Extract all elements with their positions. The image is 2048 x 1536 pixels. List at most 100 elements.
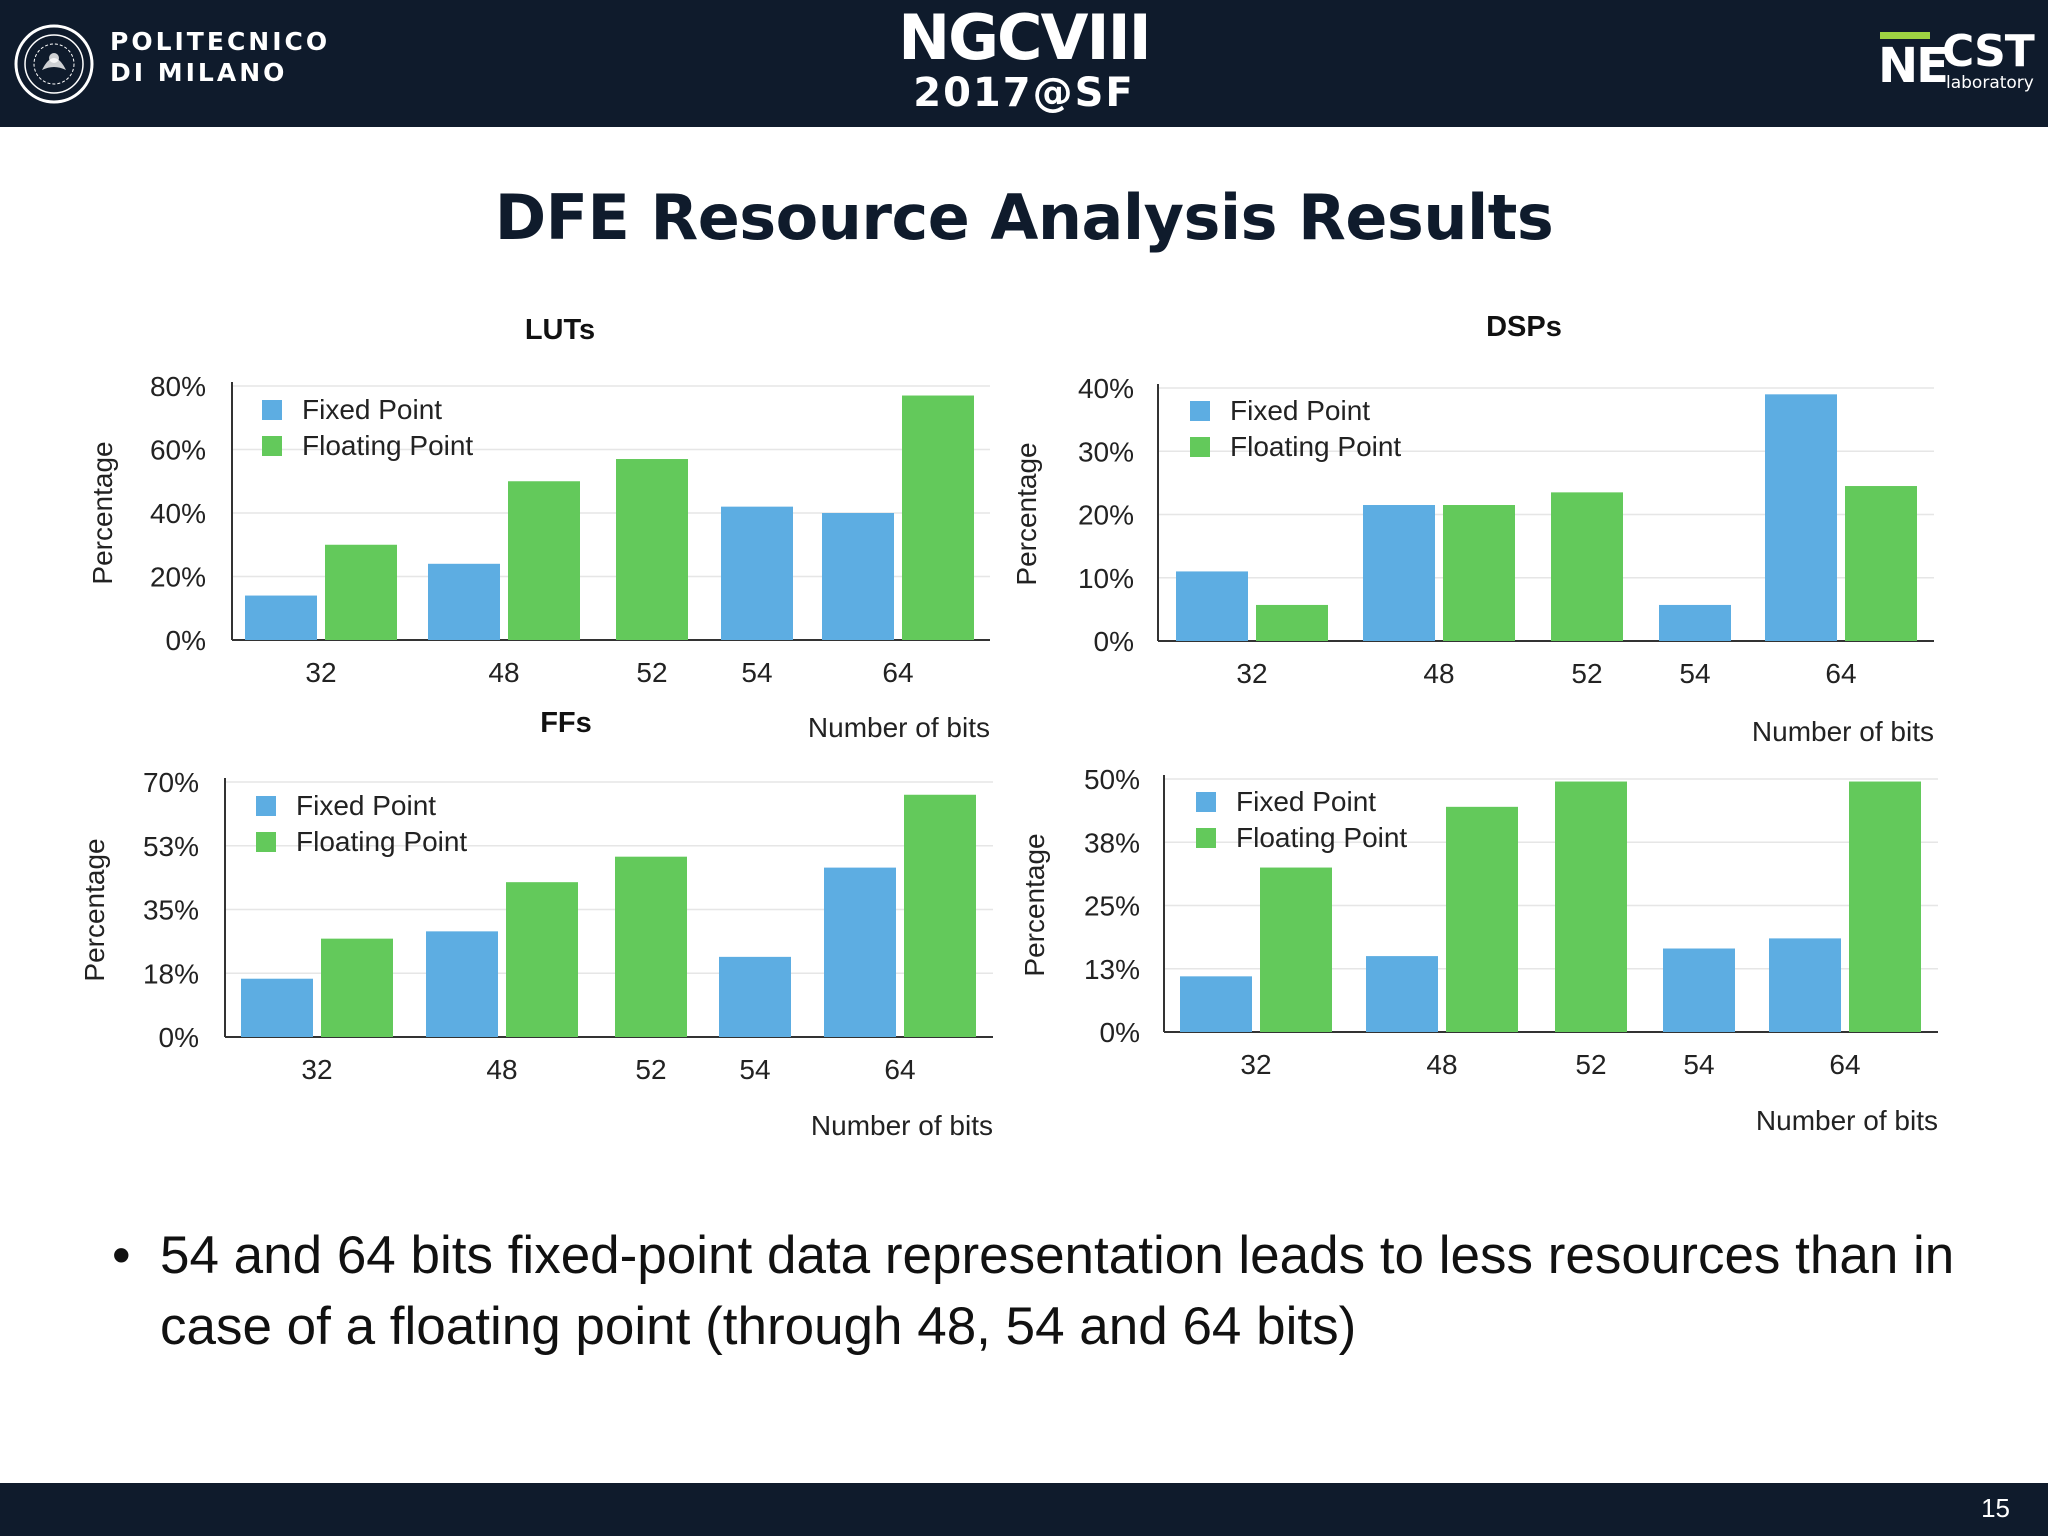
university-line-2: DI MILANO: [110, 58, 288, 87]
legend-swatch-fixed: [1190, 401, 1210, 421]
y-tick-label: 0%: [159, 1022, 199, 1053]
bar-floating-64: [902, 395, 974, 640]
conference-logo: NGCVIII 2017@SF: [874, 1, 1174, 116]
x-tick-label: 64: [1829, 1049, 1860, 1080]
x-tick-label: 32: [1236, 658, 1267, 689]
x-tick-label: 64: [884, 1054, 915, 1085]
bar-floating-64: [904, 794, 976, 1037]
bar-fixed-32: [245, 595, 317, 640]
bar-fixed-32: [1176, 571, 1248, 641]
y-tick-label: 53%: [143, 831, 199, 862]
slide-title: DFE Resource Analysis Results: [494, 181, 1554, 254]
y-tick-label: 38%: [1084, 827, 1140, 858]
legend-label-floating: Floating Point: [296, 826, 467, 857]
y-tick-label: 30%: [1078, 436, 1134, 467]
bar-fixed-48: [1363, 505, 1435, 641]
y-tick-label: 0%: [1094, 626, 1134, 657]
x-tick-label: 54: [741, 657, 772, 688]
legend-swatch-fixed: [262, 400, 282, 420]
y-tick-label: 20%: [1078, 500, 1134, 531]
chart-title-luts: LUTs: [524, 314, 596, 346]
legend-swatch-floating: [262, 436, 282, 456]
page-number: 15: [1981, 1493, 2010, 1523]
y-tick-label: 18%: [143, 958, 199, 989]
bullet-text: 54 and 64 bits fixed-point data represen…: [160, 1226, 1955, 1356]
x-tick-label: 54: [1679, 658, 1710, 689]
bar-floating-52: [616, 459, 688, 640]
bar-floating-32: [321, 938, 393, 1037]
x-axis-label: Number of bits: [1756, 1105, 1938, 1136]
bar-fixed-54: [721, 506, 793, 640]
legend-swatch-fixed: [256, 796, 276, 816]
bar-fixed-32: [241, 978, 313, 1037]
chart-title-ffs: FFs: [540, 707, 592, 739]
bar-fixed-48: [428, 563, 500, 640]
conference-year: 2017@SF: [913, 70, 1135, 116]
x-tick-label: 52: [1571, 658, 1602, 689]
bar-fixed-64: [1765, 394, 1837, 641]
conference-name: NGCVIII: [898, 1, 1151, 74]
bar-floating-32: [1256, 604, 1328, 641]
legend-label-fixed: Fixed Point: [1236, 786, 1376, 817]
y-tick-label: 40%: [1078, 373, 1134, 404]
legend-swatch-floating: [1196, 828, 1216, 848]
lab-logo: NE CST laboratory: [1876, 26, 2036, 100]
legend-label-floating: Floating Point: [1236, 822, 1407, 853]
header-bar: POLITECNICO DI MILANO NGCVIII 2017@SF NE…: [0, 0, 2048, 127]
y-axis-label: Percentage: [87, 441, 118, 584]
bar-floating-64: [1845, 486, 1917, 641]
bar-floating-48: [1443, 505, 1515, 641]
y-tick-label: 70%: [143, 767, 199, 798]
bar-floating-48: [508, 481, 580, 640]
bar-fixed-48: [1366, 956, 1438, 1032]
bar-fixed-54: [1659, 604, 1731, 641]
legend-swatch-floating: [256, 832, 276, 852]
bar-floating-32: [325, 544, 397, 640]
bar-fixed-48: [426, 931, 498, 1037]
university-line-1: POLITECNICO: [110, 27, 331, 56]
y-tick-label: 10%: [1078, 563, 1134, 594]
legend-label-fixed: Fixed Point: [302, 394, 442, 425]
y-tick-label: 25%: [1084, 891, 1140, 922]
bar-floating-32: [1260, 867, 1332, 1032]
bar-floating-64: [1849, 781, 1921, 1032]
x-tick-label: 52: [636, 657, 667, 688]
x-tick-label: 64: [882, 657, 913, 688]
bar-floating-48: [1446, 806, 1518, 1032]
y-tick-label: 40%: [150, 498, 206, 529]
lab-logo-accent: [1880, 32, 1930, 39]
lab-logo-ne: NE: [1878, 38, 1949, 94]
x-tick-label: 32: [1240, 1049, 1271, 1080]
bar-floating-52: [1555, 781, 1627, 1032]
legend-label-fixed: Fixed Point: [296, 790, 436, 821]
y-tick-label: 50%: [1084, 764, 1140, 795]
legend-swatch-fixed: [1196, 792, 1216, 812]
legend-label-floating: Floating Point: [302, 430, 473, 461]
x-axis-label: Number of bits: [808, 712, 990, 743]
y-tick-label: 80%: [150, 371, 206, 402]
lab-logo-sub: laboratory: [1946, 73, 2034, 93]
bar-fixed-54: [719, 956, 791, 1037]
bar-floating-48: [506, 882, 578, 1037]
chart-title-dsps: DSPs: [1486, 311, 1562, 343]
y-tick-label: 60%: [150, 435, 206, 466]
footer-bar: [0, 1483, 2048, 1536]
university-name: POLITECNICO DI MILANO: [110, 26, 330, 88]
bar-fixed-64: [1769, 938, 1841, 1032]
bar-fixed-64: [822, 513, 894, 640]
x-axis-label: Number of bits: [811, 1110, 993, 1141]
y-tick-label: 0%: [166, 625, 206, 656]
x-tick-label: 54: [739, 1054, 770, 1085]
x-tick-label: 54: [1683, 1049, 1714, 1080]
bar-floating-52: [615, 856, 687, 1037]
y-tick-label: 0%: [1100, 1017, 1140, 1048]
lab-logo-cst: CST: [1942, 26, 2035, 77]
x-tick-label: 32: [301, 1054, 332, 1085]
legend-label-floating: Floating Point: [1230, 431, 1401, 462]
x-tick-label: 48: [1423, 658, 1454, 689]
y-tick-label: 13%: [1084, 954, 1140, 985]
